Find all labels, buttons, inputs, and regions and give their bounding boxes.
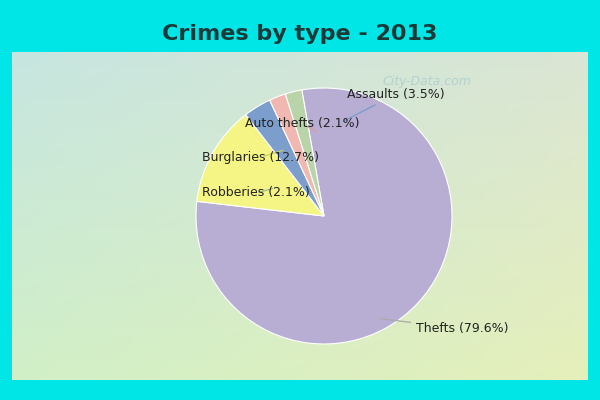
Text: Burglaries (12.7%): Burglaries (12.7%)	[202, 150, 319, 164]
Text: Auto thefts (2.1%): Auto thefts (2.1%)	[245, 117, 359, 132]
Wedge shape	[196, 88, 452, 344]
Wedge shape	[197, 115, 324, 216]
Wedge shape	[286, 90, 324, 216]
Text: Robberies (2.1%): Robberies (2.1%)	[202, 186, 310, 200]
Text: Crimes by type - 2013: Crimes by type - 2013	[163, 24, 437, 44]
Text: Assaults (3.5%): Assaults (3.5%)	[343, 88, 445, 121]
Wedge shape	[245, 100, 324, 216]
Wedge shape	[269, 94, 324, 216]
Text: Thefts (79.6%): Thefts (79.6%)	[380, 319, 509, 335]
Text: City-Data.com: City-Data.com	[382, 75, 471, 88]
